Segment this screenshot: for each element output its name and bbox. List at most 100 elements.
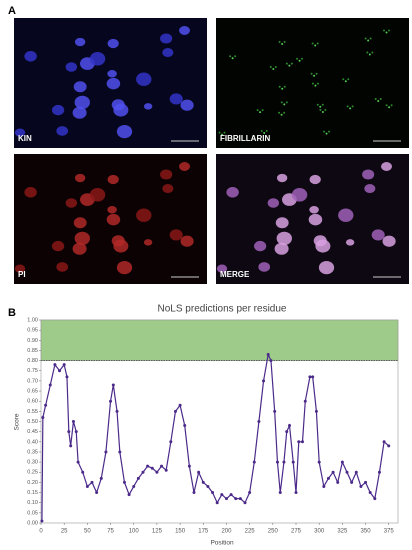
- x-tick-label: 125: [152, 529, 163, 535]
- data-point: [282, 460, 286, 464]
- data-point: [350, 480, 354, 484]
- nucleus: [345, 239, 355, 246]
- nucleus: [338, 208, 354, 222]
- speckle: [283, 103, 286, 106]
- nucleus: [291, 188, 308, 202]
- y-tick-label: 0.75: [27, 368, 38, 374]
- speckle: [379, 97, 382, 100]
- x-tick-label: 350: [361, 529, 372, 535]
- data-point: [118, 450, 122, 454]
- data-point: [275, 460, 279, 464]
- nucleus: [106, 213, 121, 226]
- data-point: [187, 464, 191, 468]
- nucleus: [113, 103, 129, 117]
- y-tick-label: 0.85: [27, 348, 38, 354]
- speckle: [285, 101, 288, 104]
- speckle: [328, 130, 331, 133]
- y-tick-label: 0.50: [27, 419, 38, 425]
- data-point: [201, 480, 205, 484]
- speckle: [218, 131, 221, 134]
- y-tick-label: 0.15: [27, 490, 38, 496]
- nucleus: [89, 52, 106, 66]
- speckle: [342, 78, 345, 81]
- data-point: [67, 430, 71, 434]
- x-tick-label: 0: [39, 529, 43, 535]
- nucleus: [381, 162, 392, 171]
- nucleus: [143, 239, 153, 246]
- data-point: [95, 491, 99, 495]
- data-point: [300, 440, 304, 444]
- data-point: [308, 375, 312, 379]
- data-point: [155, 470, 159, 474]
- speckle: [290, 62, 293, 65]
- y-tick-label: 0.35: [27, 449, 38, 455]
- y-tick-label: 0.05: [27, 510, 38, 516]
- nucleus: [136, 72, 152, 86]
- y-tick-label: 0.65: [27, 389, 38, 395]
- data-point: [99, 476, 103, 480]
- speckle: [319, 109, 322, 112]
- data-point: [90, 480, 94, 484]
- nucleus: [274, 242, 289, 255]
- image-label: PI: [18, 270, 26, 279]
- data-point: [104, 450, 108, 454]
- speckle: [259, 111, 262, 114]
- y-tick-label: 0.25: [27, 470, 38, 476]
- data-point: [69, 444, 73, 448]
- nucleus: [253, 240, 267, 252]
- speckle: [383, 29, 386, 32]
- data-point: [311, 375, 315, 379]
- data-point: [331, 470, 335, 474]
- image-label: MERGE: [220, 270, 250, 279]
- nucleus: [275, 217, 289, 229]
- data-point: [178, 403, 182, 407]
- nucleus: [116, 260, 133, 275]
- data-point: [229, 493, 233, 497]
- image-label: KIN: [18, 134, 32, 143]
- speckle: [310, 72, 313, 75]
- data-point: [278, 491, 282, 495]
- data-point: [359, 484, 363, 488]
- y-tick-label: 0.30: [27, 460, 38, 466]
- data-point: [215, 501, 219, 505]
- speckle: [385, 104, 388, 107]
- data-point: [234, 497, 238, 501]
- speckle: [346, 105, 349, 108]
- speckle: [385, 31, 388, 34]
- speckle: [234, 55, 237, 58]
- data-point: [224, 497, 228, 501]
- nucleus: [309, 174, 321, 185]
- y-tick-label: 1.00: [27, 317, 38, 323]
- data-point: [74, 430, 78, 434]
- speckle: [265, 129, 268, 132]
- nucleus: [364, 184, 376, 194]
- speckle: [316, 82, 319, 85]
- speckle: [221, 133, 224, 136]
- data-point: [336, 480, 340, 484]
- speckle: [368, 53, 371, 56]
- data-point: [58, 369, 62, 373]
- nucleus: [276, 173, 288, 183]
- y-tick-label: 0.90: [27, 338, 38, 344]
- data-point: [71, 420, 75, 423]
- data-point: [62, 363, 66, 367]
- image-label: FIBRILLARIN: [220, 134, 270, 143]
- nucleus: [74, 173, 86, 183]
- data-point: [288, 424, 292, 428]
- data-point: [76, 460, 80, 464]
- nucleus: [51, 104, 65, 116]
- data-point: [150, 466, 154, 470]
- speckle: [272, 68, 275, 71]
- speckle: [388, 106, 391, 109]
- speckle: [314, 44, 317, 47]
- nucleus: [315, 239, 331, 253]
- speckle: [256, 109, 259, 112]
- speckle: [278, 41, 281, 44]
- x-tick-label: 150: [175, 529, 186, 535]
- speckle: [269, 66, 272, 69]
- speckle: [321, 111, 324, 114]
- nucleus: [74, 231, 90, 246]
- speckle: [377, 99, 380, 102]
- speckle: [278, 111, 281, 114]
- data-point: [294, 491, 298, 495]
